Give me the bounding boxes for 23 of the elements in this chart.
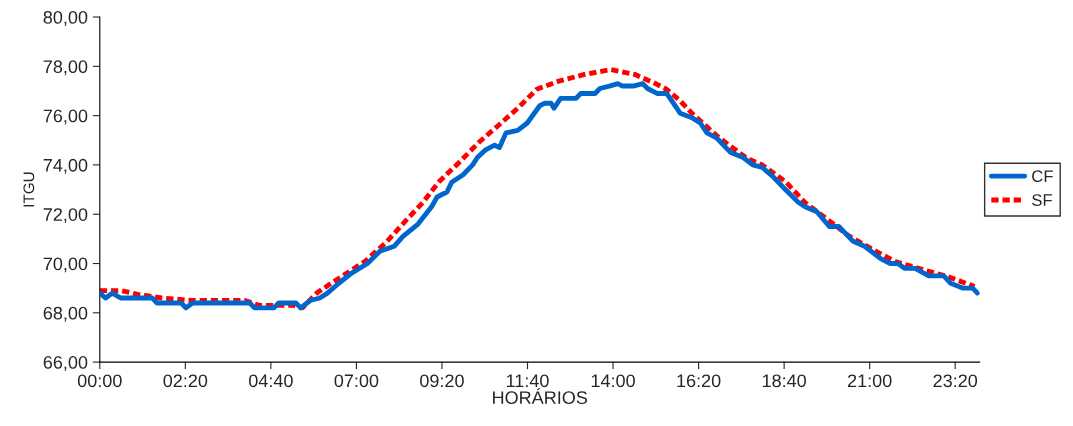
x-tick-label: 02:20 bbox=[163, 374, 208, 388]
x-tick-label: 00:00 bbox=[77, 374, 122, 388]
x-tick-label: 11:40 bbox=[506, 374, 549, 388]
y-tick-label: 74,00 bbox=[43, 158, 88, 174]
y-tick-label: 70,00 bbox=[43, 257, 88, 273]
y-tick-label: 76,00 bbox=[43, 109, 88, 125]
legend-label: CF bbox=[1032, 170, 1053, 183]
x-tick-label: 16:20 bbox=[677, 374, 721, 388]
y-tick-label: 78,00 bbox=[43, 60, 88, 76]
x-tick-label: 23:20 bbox=[933, 374, 978, 388]
y-tick-label: 80,00 bbox=[43, 10, 88, 26]
x-tick-label: 21:00 bbox=[847, 374, 892, 388]
x-tick-label: 09:20 bbox=[420, 374, 464, 388]
x-tick-label: 04:40 bbox=[248, 374, 293, 388]
y-axis-title: ITGU bbox=[23, 172, 35, 207]
x-tick-label: 18:40 bbox=[762, 374, 807, 388]
x-tick-label: 07:00 bbox=[334, 374, 379, 388]
legend-label: SF bbox=[1032, 194, 1052, 206]
y-tick-label: 66,00 bbox=[43, 356, 88, 371]
y-tick-label: 68,00 bbox=[43, 306, 88, 322]
x-axis-title: HORÁRIOS bbox=[493, 388, 588, 404]
y-tick-label: 72,00 bbox=[43, 208, 88, 224]
x-tick-label: 14:00 bbox=[591, 374, 635, 388]
